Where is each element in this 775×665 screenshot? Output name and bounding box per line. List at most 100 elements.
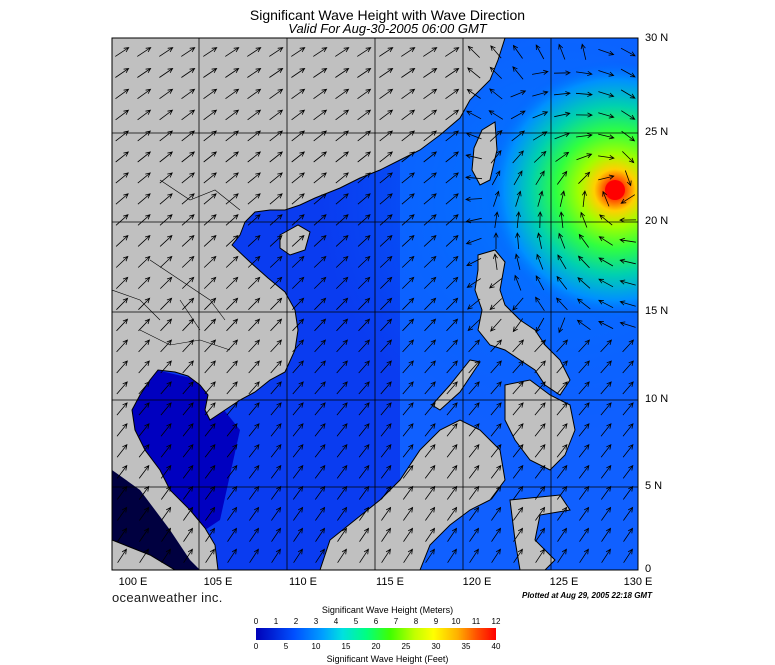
wave-arrow <box>116 360 128 374</box>
wave-arrow <box>469 527 480 542</box>
wave-arrow <box>445 67 460 78</box>
wave-arrow <box>137 214 151 226</box>
wave-arrow <box>515 232 521 250</box>
wave-arrow <box>535 170 545 186</box>
wave-arrow <box>401 130 416 142</box>
wave-arrow <box>401 47 416 57</box>
wave-arrow <box>466 88 481 99</box>
wave-arrow <box>115 47 130 57</box>
wave-arrow <box>424 381 436 395</box>
wave-arrow <box>579 506 590 521</box>
wave-arrow <box>335 214 349 226</box>
wave-arrow <box>160 485 172 500</box>
wave-arrow <box>115 193 129 205</box>
colorbar-meter-tick: 11 <box>471 617 481 626</box>
wave-arrow <box>291 47 306 57</box>
wave-arrow <box>559 211 565 228</box>
philippines <box>474 249 571 396</box>
wave-arrow <box>358 339 371 353</box>
colorbar-meter-tick: 5 <box>353 617 359 626</box>
wave-arrow <box>425 506 436 521</box>
wave-arrow <box>512 339 525 353</box>
wave-arrow <box>159 193 173 205</box>
wave-arrow <box>225 109 240 121</box>
wave-arrow <box>602 190 610 207</box>
wave-arrow <box>269 47 284 57</box>
wave-arrow <box>336 297 349 310</box>
wave-arrow <box>204 276 217 289</box>
storm-eye <box>605 180 625 200</box>
wave-arrow <box>337 548 347 563</box>
wave-arrow <box>204 297 217 310</box>
wave-arrow <box>357 234 371 247</box>
wave-arrow <box>424 276 437 289</box>
wave-arrow <box>555 151 570 162</box>
wave-arrow <box>403 506 414 521</box>
wave-arrow <box>465 217 482 224</box>
wave-arrow <box>314 485 326 500</box>
wave-arrow <box>512 381 524 395</box>
wave-arrow <box>203 109 218 121</box>
wave-arrow <box>181 214 195 226</box>
wave-arrow <box>137 109 152 121</box>
wave-arrow <box>424 297 437 310</box>
wave-arrow <box>467 67 481 79</box>
wave-arrow <box>357 214 371 226</box>
wave-arrow <box>490 381 502 395</box>
wave-arrow <box>555 297 568 311</box>
wave-arrow <box>622 381 634 395</box>
wave-arrow <box>359 506 370 521</box>
wave-arrow <box>270 402 282 416</box>
wave-arrow <box>337 506 348 521</box>
wave-arrow <box>600 485 612 500</box>
colorbar <box>256 628 496 640</box>
wave-arrow <box>598 154 615 160</box>
wave-arrow <box>183 527 194 542</box>
wave-arrow <box>269 234 283 247</box>
wave-arrow <box>556 423 568 437</box>
wave-arrow <box>116 318 129 332</box>
wave-arrow <box>115 109 130 121</box>
wave-arrow <box>490 485 502 500</box>
wave-arrow <box>160 276 173 289</box>
wave-arrow <box>292 485 304 500</box>
wave-arrow <box>402 381 414 395</box>
wave-arrow <box>600 464 612 479</box>
wave-arrow <box>336 360 348 374</box>
wave-arrow <box>380 318 393 332</box>
wave-arrow <box>490 423 502 437</box>
wave-arrow <box>536 232 542 249</box>
colorbar-feet-tick: 25 <box>401 642 411 651</box>
wave-arrow <box>489 66 502 79</box>
wave-arrow <box>557 548 567 563</box>
wave-arrow <box>512 150 524 164</box>
wave-arrow <box>598 174 615 181</box>
wave-arrow <box>423 172 437 184</box>
wave-arrow <box>380 485 392 500</box>
wave-arrow <box>203 88 218 100</box>
wave-arrow <box>292 276 305 289</box>
wave-arrow <box>578 171 591 184</box>
wave-direction-arrows <box>115 43 637 563</box>
wave-arrow <box>512 360 524 374</box>
colorbar-feet-tick: 5 <box>283 642 289 651</box>
wave-arrow <box>445 47 460 57</box>
wave-arrow <box>446 464 458 479</box>
wave-arrow <box>581 190 587 207</box>
wave-arrow <box>576 70 593 76</box>
wave-arrow <box>446 360 458 374</box>
wave-arrow <box>159 255 173 268</box>
wave-arrow <box>116 339 129 353</box>
wave-arrow <box>336 423 348 437</box>
wave-arrow <box>182 360 194 374</box>
wave-arrow <box>578 339 591 353</box>
wave-arrow <box>576 298 591 310</box>
wave-arrow <box>182 402 194 416</box>
wave-arrow <box>227 527 238 542</box>
wave-arrow <box>622 423 634 437</box>
colorbar-feet-tick: 40 <box>491 642 501 651</box>
wave-arrow <box>204 464 216 479</box>
wave-arrow <box>225 130 240 142</box>
wave-arrow <box>537 211 543 229</box>
wave-arrow <box>619 258 636 265</box>
